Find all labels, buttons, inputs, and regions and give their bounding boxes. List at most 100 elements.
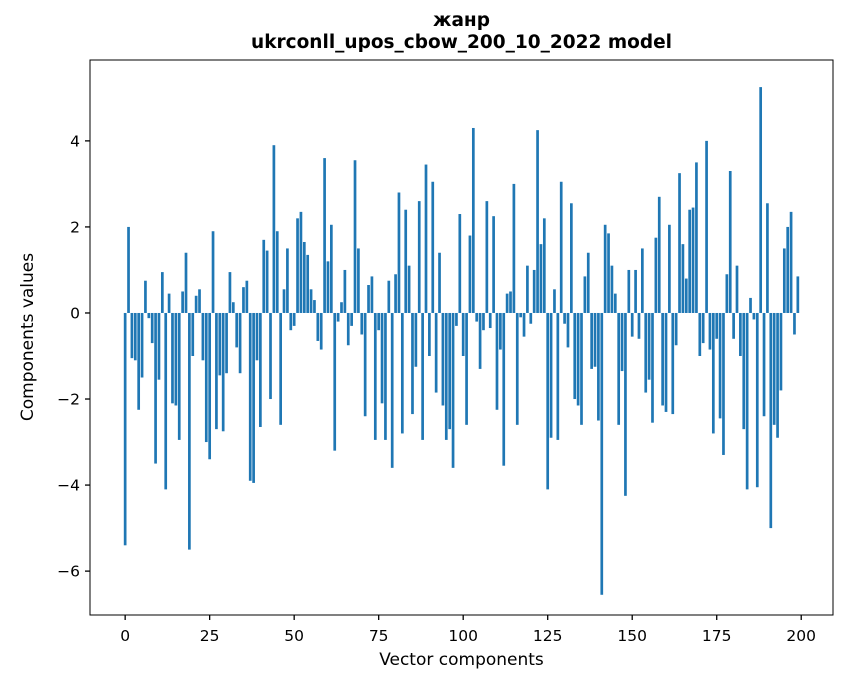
- bar: [590, 312, 593, 369]
- bar: [262, 239, 266, 313]
- bar: [204, 312, 208, 443]
- bar: [735, 265, 739, 313]
- bar: [583, 276, 587, 313]
- bar: [404, 209, 408, 313]
- bar: [708, 312, 712, 350]
- bar: [542, 218, 546, 313]
- bar: [793, 312, 796, 335]
- bar: [488, 312, 492, 329]
- bar: [613, 293, 617, 313]
- x-tick-label: 100: [448, 627, 478, 645]
- bar: [630, 312, 634, 337]
- x-tick-label: 200: [786, 627, 816, 645]
- bar: [441, 312, 445, 406]
- bar: [556, 312, 560, 440]
- bar: [705, 140, 708, 313]
- bar: [553, 289, 556, 313]
- bar: [184, 252, 188, 313]
- bar: [313, 300, 316, 313]
- bar: [191, 312, 195, 356]
- bar: [573, 312, 577, 400]
- bar: [634, 269, 637, 313]
- bar: [394, 274, 397, 313]
- bar: [671, 312, 675, 415]
- bar: [657, 196, 661, 313]
- bar: [475, 312, 479, 322]
- bar: [292, 312, 296, 326]
- bar: [522, 312, 526, 337]
- bar: [644, 312, 648, 393]
- bar: [546, 312, 550, 490]
- bar: [519, 312, 522, 318]
- bar: [194, 295, 198, 313]
- bar: [654, 237, 658, 313]
- bar: [711, 312, 715, 434]
- bar: [255, 312, 259, 361]
- bar: [610, 265, 614, 313]
- bar: [509, 291, 512, 313]
- bar: [150, 312, 154, 344]
- bar: [397, 192, 401, 313]
- bar: [786, 226, 790, 313]
- bar: [772, 312, 776, 425]
- bar: [627, 269, 631, 313]
- bar: [133, 312, 137, 361]
- bar: [211, 231, 215, 313]
- bar: [468, 235, 472, 313]
- plot-border: [89, 59, 834, 616]
- bar: [360, 312, 364, 335]
- bar: [309, 289, 313, 313]
- bar: [333, 312, 337, 451]
- x-axis: 0 25 50 75 100 125 150 175 200: [120, 615, 816, 645]
- bar: [299, 211, 303, 313]
- bar: [701, 312, 705, 344]
- bar: [698, 312, 702, 356]
- bar: [455, 312, 458, 326]
- bar: [539, 244, 543, 313]
- bar: [566, 312, 570, 348]
- bar: [377, 312, 381, 331]
- bar: [242, 287, 245, 313]
- bar: [123, 312, 127, 546]
- bar: [431, 181, 435, 313]
- bar: [215, 312, 218, 430]
- bar: [218, 312, 222, 376]
- bar: [428, 312, 431, 356]
- bar: [725, 274, 729, 313]
- bar: [238, 312, 242, 374]
- x-tick-label: 50: [284, 627, 304, 645]
- bar: [532, 269, 536, 313]
- bar: [380, 312, 384, 404]
- bar: [231, 302, 235, 313]
- bar: [607, 233, 610, 313]
- bar: [319, 312, 323, 350]
- bar: [147, 312, 151, 319]
- bar: [549, 312, 553, 438]
- bar: [330, 224, 333, 313]
- bar: [617, 312, 621, 425]
- bar: [492, 216, 495, 313]
- bar: [269, 312, 272, 400]
- y-tick-label: 2: [70, 218, 80, 236]
- x-tick-label: 0: [120, 627, 130, 645]
- bar: [684, 278, 688, 313]
- bar: [502, 312, 506, 466]
- bar: [471, 127, 475, 313]
- bar: [742, 312, 746, 430]
- bar: [177, 312, 181, 440]
- bar: [225, 312, 228, 374]
- y-tick-label: −6: [57, 563, 80, 581]
- bar: [127, 226, 130, 313]
- bar: [323, 158, 326, 313]
- bar: [651, 312, 654, 423]
- bar: [265, 250, 269, 313]
- x-tick-label: 150: [617, 627, 647, 645]
- bar: [400, 312, 404, 434]
- bar: [603, 224, 607, 313]
- bar: [164, 312, 168, 490]
- bar: [647, 312, 651, 380]
- bar: [759, 87, 763, 313]
- bar: [691, 207, 695, 313]
- bar: [140, 312, 144, 378]
